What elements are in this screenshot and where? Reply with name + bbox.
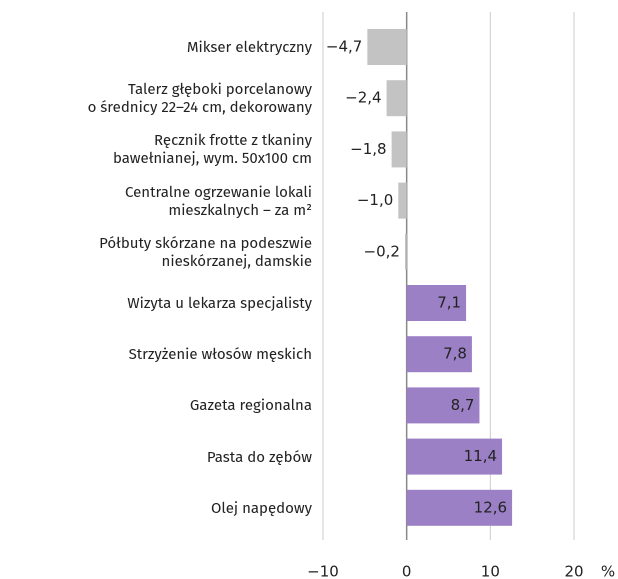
value-label: 12,6 bbox=[474, 498, 507, 516]
x-tick-label: 0 bbox=[402, 563, 412, 579]
bar bbox=[406, 285, 467, 321]
x-tick-label: −10 bbox=[307, 563, 339, 579]
value-label: 7,8 bbox=[443, 345, 467, 363]
bar bbox=[406, 489, 513, 526]
bar bbox=[391, 131, 407, 168]
bar bbox=[406, 438, 503, 475]
bar bbox=[386, 80, 407, 117]
category-label: Wizyta u lekarza specjalisty bbox=[127, 294, 312, 312]
bar bbox=[398, 182, 407, 219]
x-tick-label: 10 bbox=[481, 563, 500, 579]
value-label: −1,0 bbox=[357, 191, 393, 209]
value-label: 8,7 bbox=[451, 396, 475, 414]
category-label: Pasta do zębów bbox=[206, 447, 312, 466]
category-label: Centralne ogrzewanie lokali mieszkalnych… bbox=[125, 182, 312, 219]
category-label: Półbuty skórzane na podeszwie nieskórzan… bbox=[99, 233, 312, 270]
value-label: −2,4 bbox=[345, 89, 381, 107]
category-label: Talerz głęboki porcelanowy o średnicy 22… bbox=[87, 80, 312, 117]
value-label: −4,7 bbox=[326, 38, 362, 56]
value-label: 11,4 bbox=[464, 447, 497, 465]
bar bbox=[406, 336, 472, 373]
value-label: 7,1 bbox=[437, 294, 461, 312]
bar bbox=[404, 233, 407, 270]
value-label: −0,2 bbox=[364, 242, 400, 260]
category-label: Gazeta regionalna bbox=[189, 396, 312, 415]
category-label: Ręcznik frotte z tkaniny bawełnianej, wy… bbox=[112, 131, 312, 168]
bar bbox=[367, 29, 407, 65]
category-label: Strzyżenie włosów męskich bbox=[128, 345, 312, 364]
category-label: Olej napędowy bbox=[211, 498, 312, 517]
category-label: Mikser elektryczny bbox=[186, 38, 312, 56]
value-label: −1,8 bbox=[350, 140, 386, 158]
bar bbox=[406, 387, 480, 424]
x-tick-label: 20 bbox=[564, 563, 583, 579]
x-axis-label: % bbox=[601, 563, 615, 579]
